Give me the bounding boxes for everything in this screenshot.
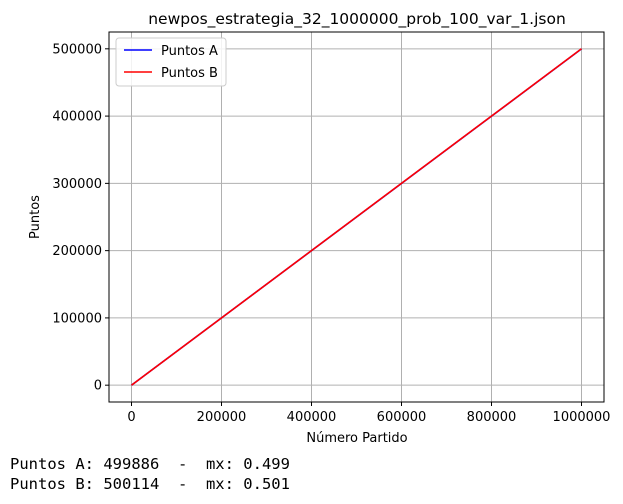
stats-line-b: Puntos B: 500114 - mx: 0.501 [10,475,290,493]
x-tick-label: 200000 [197,410,247,425]
legend-label-puntos-a: Puntos A [161,44,218,59]
x-axis-ticks: 0 200000 400000 600000 800000 1000000 [127,402,610,425]
chart-title: newpos_estrategia_32_1000000_prob_100_va… [148,10,566,29]
line-chart: newpos_estrategia_32_1000000_prob_100_va… [28,10,610,446]
y-tick-label: 0 [94,379,102,394]
y-tick-label: 400000 [52,110,102,125]
legend-label-puntos-b: Puntos B [161,66,218,81]
y-tick-label: 500000 [52,42,102,57]
legend: Puntos A Puntos B [115,37,227,87]
y-axis-ticks: 0 100000 200000 300000 400000 500000 [52,42,109,394]
y-axis-label: Puntos [28,195,43,239]
y-tick-label: 200000 [52,244,102,259]
x-tick-label: 600000 [377,410,427,425]
x-axis-label: Número Partido [306,431,407,446]
x-tick-label: 400000 [287,410,337,425]
plot-area-frame [108,31,605,403]
series-line-puntos-b [131,48,582,386]
y-tick-label: 300000 [52,177,102,192]
x-tick-label: 0 [127,410,135,425]
stats-line-a: Puntos A: 499886 - mx: 0.499 [10,455,290,473]
x-tick-label: 1000000 [553,410,611,425]
series-lines [131,48,582,386]
x-tick-label: 800000 [467,410,517,425]
y-tick-label: 100000 [52,311,102,326]
